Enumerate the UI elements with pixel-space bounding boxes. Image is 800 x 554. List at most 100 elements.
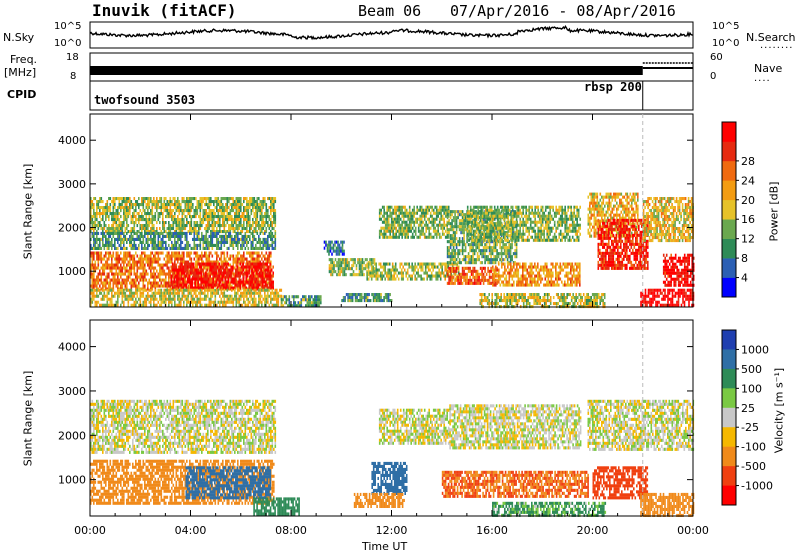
- power-cell: [111, 272, 113, 276]
- power-cell: [109, 234, 112, 238]
- power-cell: [115, 215, 118, 219]
- power-cell: [177, 297, 179, 301]
- power-cell: [258, 203, 260, 207]
- power-cell: [226, 200, 229, 204]
- power-cell: [160, 303, 163, 307]
- power-cell: [99, 240, 101, 244]
- power-cell: [109, 269, 112, 273]
- power-cell: [222, 206, 224, 210]
- power-cell: [244, 300, 247, 304]
- power-cell: [249, 197, 251, 201]
- power-cell: [189, 291, 191, 295]
- power-cell: [175, 218, 178, 222]
- power-cell: [446, 235, 448, 239]
- power-cell: [244, 257, 247, 261]
- power-cell: [264, 243, 266, 247]
- power-cell: [129, 291, 131, 295]
- power-cell: [241, 243, 244, 247]
- power-cell: [271, 200, 274, 204]
- power-cell: [253, 251, 256, 255]
- power-cell: [123, 300, 125, 304]
- power-cell: [241, 257, 244, 261]
- power-cell: [202, 240, 205, 244]
- power-cell: [454, 252, 456, 256]
- power-cell: [117, 246, 119, 250]
- power-cell: [452, 252, 455, 256]
- power-cell: [374, 293, 376, 297]
- power-cell: [138, 230, 140, 234]
- power-cell: [93, 221, 95, 225]
- power-cell: [177, 227, 179, 231]
- power-cell: [139, 231, 142, 235]
- power-cell: [299, 301, 301, 305]
- power-cell: [123, 303, 125, 307]
- power-cell: [441, 214, 444, 218]
- power-cell: [441, 217, 444, 221]
- power-cell: [242, 286, 244, 290]
- power-cell: [363, 299, 366, 303]
- power-cell: [108, 237, 110, 241]
- power-cell: [183, 260, 185, 264]
- power-cell: [401, 214, 403, 218]
- power-cell: [249, 288, 251, 292]
- power-cell: [235, 240, 238, 244]
- power-cell: [114, 266, 116, 270]
- power-cell: [190, 221, 193, 225]
- power-cell: [229, 254, 232, 258]
- power-cell: [207, 286, 210, 290]
- power-cell: [390, 226, 393, 230]
- power-cell: [177, 221, 179, 225]
- power-cell: [388, 268, 391, 272]
- power-cell: [196, 203, 199, 207]
- power-cell: [202, 200, 205, 204]
- power-cell: [99, 221, 101, 225]
- power-cell: [241, 291, 244, 295]
- power-cell: [106, 227, 109, 231]
- power-cell: [100, 254, 103, 258]
- power-cell: [454, 222, 456, 226]
- power-cell: [372, 265, 374, 269]
- power-cell: [135, 246, 137, 250]
- power-cell: [430, 271, 433, 275]
- power-cell: [215, 262, 217, 266]
- power-cell: [237, 288, 239, 292]
- power-cell: [241, 234, 244, 238]
- power-cell: [243, 243, 245, 247]
- power-cell: [144, 246, 146, 250]
- power-cell: [381, 271, 383, 275]
- power-cell: [437, 226, 439, 230]
- power-cell: [150, 300, 152, 304]
- power-cell: [139, 218, 142, 222]
- power-cell: [249, 262, 252, 266]
- power-cell: [174, 237, 176, 241]
- power-cell: [193, 300, 196, 304]
- power-cell: [232, 300, 235, 304]
- power-cell: [108, 246, 110, 250]
- power-cell: [153, 272, 155, 276]
- power-cell: [380, 211, 382, 215]
- power-cell: [186, 234, 188, 238]
- power-cell: [120, 197, 122, 201]
- power-cell: [274, 297, 277, 301]
- power-cell: [180, 297, 182, 301]
- power-cell: [335, 252, 338, 256]
- power-cell: [378, 217, 381, 221]
- power-cell: [220, 300, 223, 304]
- power-cell: [225, 275, 227, 279]
- power-cell: [117, 303, 119, 307]
- power-cell: [198, 283, 201, 287]
- power-cell: [249, 286, 252, 290]
- power-cell: [378, 211, 381, 215]
- power-cell: [357, 293, 360, 297]
- power-cell: [214, 215, 217, 219]
- power-cell: [427, 262, 430, 266]
- power-cell: [478, 243, 480, 247]
- power-cell: [449, 234, 452, 238]
- power-cell: [454, 234, 456, 238]
- power-cell: [124, 209, 127, 213]
- power-cell: [452, 246, 455, 250]
- power-cell: [207, 240, 209, 244]
- power-cell: [389, 235, 391, 239]
- power-cell: [222, 251, 224, 255]
- power-cell: [261, 218, 263, 222]
